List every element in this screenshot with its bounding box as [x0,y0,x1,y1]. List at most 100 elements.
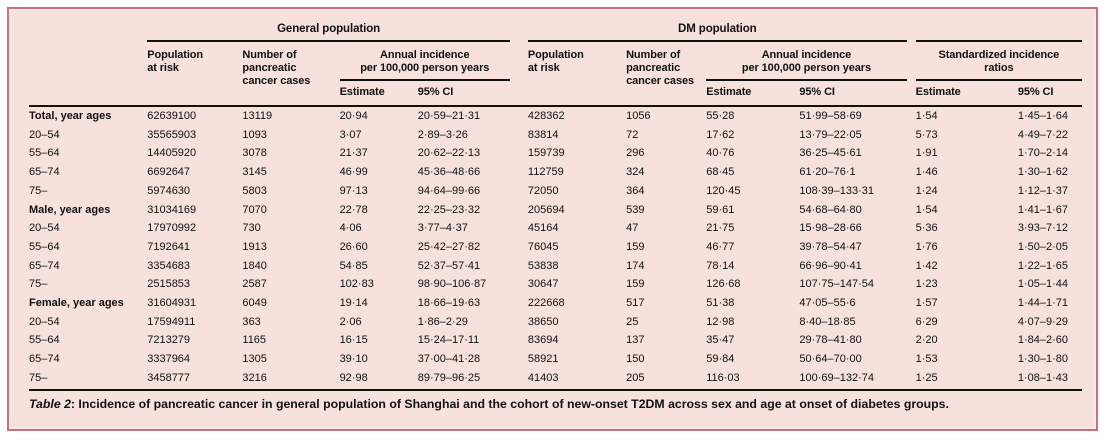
cell-value: 92·98 [339,371,368,384]
caption-table-number: Table 2 [29,396,71,411]
cell-value: 7070 [242,203,267,216]
cell-value: 15·98–28·66 [799,222,862,235]
cell-value: 18·66–19·63 [417,297,481,310]
incidence-table: General population DM population Populat… [29,14,1082,388]
col-header-population-dm: Population at risk [527,49,584,74]
col-header-sir: Standardized incidence ratios [915,42,1082,81]
cell-value: 72 [626,128,639,141]
cell-value: 1·42 [915,259,938,272]
col-header-ci-sir: 95% CI [1017,86,1054,98]
row-label: 65–74 [29,259,60,272]
cell-value: 29·78–41·80 [799,334,862,347]
cell-value: 51·99–58·69 [799,110,862,122]
cell-value: 16·15 [339,334,368,347]
row-label: 55–64 [29,240,60,253]
cell-value: 7213279 [147,334,191,347]
table-row: 65–74 6692647 3145 46·99 45·36–48·66 112759 32… [29,163,1082,182]
cell-value: 1·50–2·05 [1017,240,1068,253]
table-row: 75– 5974630 5803 97·13 94·64–99·66 72050 364 12… [29,182,1082,201]
table-row: 75– 3458777 3216 92·98 89·79–96·25 41403 205 11… [29,369,1082,388]
cell-value: 5974630 [147,184,191,197]
cell-value: 45164 [527,222,559,235]
cell-value: 21·37 [339,147,368,160]
row-label: 75– [29,278,48,291]
table-row: 55–64 14405920 3078 21·37 20·62–22·13 159739 2… [29,144,1082,163]
cell-value: 3·07 [339,128,362,141]
table-row: 75– 2515853 2587 102·83 98·90–106·87 30647 159… [29,275,1082,294]
cell-value: 1·54 [915,110,938,122]
table-row: 20–54 17594911 363 2·06 1·86–2·29 38650 25 12·9… [29,313,1082,332]
cell-value: 363 [242,315,261,328]
cell-value: 13·79–22·05 [799,128,862,141]
cell-value: 1165 [242,334,267,347]
cell-value: 31604931 [147,297,197,310]
cell-value: 1·44–1·71 [1017,297,1068,310]
cell-value: 72050 [527,184,559,197]
cell-value: 4·06 [339,222,362,235]
table-row: 65–74 3337964 1305 39·10 37·00–41·28 58921 150… [29,350,1082,369]
cell-value: 53838 [527,259,559,272]
cell-value: 83814 [527,128,559,141]
cell-value: 31034169 [147,203,197,216]
cell-value: 46·99 [339,166,368,179]
col-header-cases-general: Number of pancreatic cancer cases [242,49,311,87]
cell-value: 1·24 [915,184,938,197]
cell-value: 54·68–64·80 [799,203,862,216]
cell-value: 40·76 [706,147,735,160]
cell-value: 1093 [242,128,267,141]
cell-value: 3145 [242,166,267,179]
cell-value: 25·42–27·82 [417,240,481,253]
row-label: 65–74 [29,353,60,366]
cell-value: 45·36–48·66 [417,166,481,179]
cell-value: 26·60 [339,240,368,253]
table-row: 55–64 7213279 1165 16·15 15·24–17·11 83694 137… [29,331,1082,350]
cell-value: 20·59–21·31 [417,110,481,122]
cell-value: 94·64–99·66 [417,184,481,197]
table-row: 65–74 3354683 1840 54·85 52·37–57·41 53838 174… [29,257,1082,276]
group-header-sir-blank [915,14,1082,42]
cell-value: 36·25–45·61 [799,147,862,160]
cell-value: 205694 [527,203,565,216]
cell-value: 78·14 [706,259,735,272]
cell-value: 1·12–1·37 [1017,184,1068,197]
cell-value: 59·84 [706,353,735,366]
cell-value: 1·22–1·65 [1017,259,1068,272]
cell-value: 59·61 [706,203,735,216]
caption-text: : Incidence of pancreatic cancer in gene… [70,396,949,411]
corner-blank-cell [29,14,147,42]
cell-value: 6·29 [915,315,938,328]
cell-value: 12·98 [706,315,735,328]
cell-value: 3·77–4·37 [417,222,468,235]
table-header: General population DM population Populat… [29,14,1082,107]
cell-value: 39·78–54·47 [799,240,862,253]
cell-value: 83694 [527,334,559,347]
cell-value: 2515853 [147,278,191,291]
cell-value: 50·64–70·00 [799,353,862,366]
cell-value: 3078 [242,147,267,160]
table-card: General population DM population Populat… [7,7,1098,431]
group-header-general-label: General population [147,23,510,42]
col-header-estimate-sir: Estimate [915,86,961,98]
cell-value: 37·00–41·28 [417,353,481,366]
cell-value: 159 [626,240,645,253]
row-label: Total, year ages [29,110,112,122]
cell-value: 68·45 [706,166,735,179]
cell-value: 100·69–132·74 [799,371,875,384]
cell-value: 1·08–1·43 [1017,371,1068,384]
cell-value: 52·37–57·41 [417,259,481,272]
cell-value: 1·45–1·64 [1017,110,1068,122]
cell-value: 39·10 [339,353,368,366]
cell-value: 112759 [527,166,564,179]
cell-value: 61·20–76·1 [799,166,856,179]
row-label: 55–64 [29,334,60,347]
group-header-dm: DM population [527,14,916,42]
cell-value: 159739 [527,147,565,160]
cell-value: 2·89–3·26 [417,128,468,141]
cell-value: 38650 [527,315,559,328]
cell-value: 1·23 [915,278,938,291]
cell-value: 1·53 [915,353,938,366]
row-label: 65–74 [29,166,60,179]
table-row: 55–64 7192641 1913 26·60 25·42–27·82 76045 159… [29,238,1082,257]
cell-value: 1·46 [915,166,938,179]
cell-value: 1840 [242,259,267,272]
